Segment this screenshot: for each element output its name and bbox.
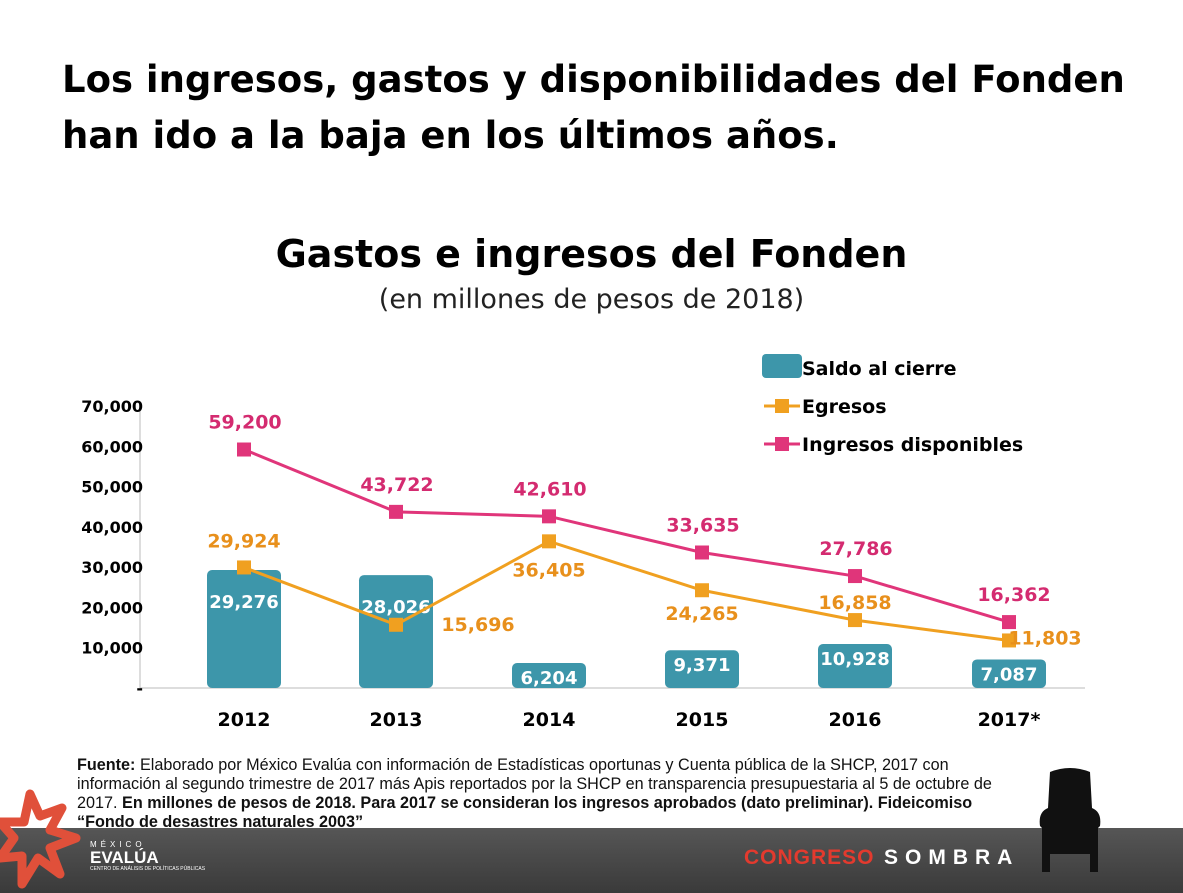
bar-label: 9,371: [674, 655, 731, 676]
ingresos-label: 43,722: [360, 474, 433, 496]
bar: [207, 570, 281, 688]
bar-label: 10,928: [820, 649, 889, 670]
egresos-label: 16,858: [818, 592, 891, 614]
egresos-point: [237, 560, 251, 575]
bar: [972, 659, 1046, 688]
egresos-label: 36,405: [512, 559, 585, 581]
source-bold-text: En millones de pesos de 2018. Para 2017 …: [77, 794, 973, 831]
brand-congreso: CONGRESO: [744, 846, 875, 869]
ingresos-line: [243, 448, 1010, 624]
footer-bar: [0, 828, 1183, 893]
y-tick-label: 40,000: [81, 518, 143, 537]
egresos-label: 24,265: [665, 603, 738, 625]
x-tick-label: 2012: [218, 709, 271, 731]
source-label: Fuente:: [77, 756, 136, 774]
y-tick-label: 20,000: [81, 598, 143, 617]
bar: [512, 663, 586, 688]
ingresos-label: 33,635: [666, 514, 739, 536]
legend-marker-egresos: [775, 399, 789, 413]
egresos-label: 11,803: [1008, 627, 1081, 649]
logo-line1: MÉXICO: [90, 840, 146, 849]
egresos-label: 15,696: [441, 614, 514, 636]
ingresos-point: [848, 569, 862, 584]
bar-label: 6,204: [521, 668, 578, 689]
ingresos-point: [695, 545, 709, 560]
legend-label-saldo: Saldo al cierre: [802, 358, 957, 380]
logo-line3: CENTRO DE ANÁLISIS DE POLÍTICAS PÚBLICAS: [90, 866, 206, 872]
egresos-point: [848, 613, 862, 628]
logo-text: MÉXICO EVALÚA CENTRO DE ANÁLISIS DE POLÍ…: [90, 840, 205, 872]
ingresos-point: [237, 442, 251, 457]
ingresos-label: 42,610: [513, 478, 586, 500]
bar: [818, 643, 892, 688]
y-tick-label: 50,000: [81, 478, 143, 497]
egresos-line: [243, 539, 1010, 642]
bar-label: 28,026: [361, 597, 430, 618]
y-tick-label: -: [136, 679, 143, 698]
x-tick-label: 2014: [523, 709, 576, 731]
egresos-point: [1002, 633, 1016, 648]
legend-marker-ingresos: [775, 437, 789, 451]
ingresos-point: [542, 509, 556, 524]
bar: [665, 650, 739, 688]
source-text: Elaborado por México Evalúa con informac…: [77, 756, 992, 812]
brand-sombra: SOMBRA: [884, 846, 1020, 869]
x-tick-label: 2013: [370, 709, 423, 731]
legend-label-ingresos: Ingresos disponibles: [802, 434, 1023, 456]
bar-label: 7,087: [981, 664, 1038, 685]
ingresos-point: [1002, 615, 1016, 630]
ingresos-point: [389, 504, 403, 519]
x-tick-label: 2015: [676, 709, 729, 731]
chart-subtitle: (en millones de pesos de 2018): [378, 284, 805, 315]
chart-title: Gastos e ingresos del Fonden: [275, 232, 908, 276]
ingresos-label: 16,362: [977, 584, 1050, 606]
egresos-point: [542, 534, 556, 549]
legend-label-egresos: Egresos: [802, 396, 887, 418]
slide-title: Los ingresos, gastos y disponibilidades …: [62, 58, 1125, 157]
y-tick-label: 70,000: [81, 397, 143, 416]
ingresos-label: 27,786: [819, 538, 892, 560]
egresos-label: 29,924: [207, 530, 280, 552]
egresos-point: [695, 583, 709, 598]
mexico-evalua-logo-icon: [0, 789, 81, 889]
x-tick-label: 2017*: [978, 709, 1041, 731]
egresos-point: [389, 617, 403, 632]
source-note: Fuente: Elaborado por México Evalúa con …: [77, 756, 1007, 832]
chair-icon: [1039, 768, 1101, 872]
logo-line2: EVALÚA: [90, 848, 159, 867]
bar-label: 29,276: [209, 592, 278, 613]
y-tick-label: 30,000: [81, 558, 143, 577]
chart: - 10,000 20,000 30,000 40,000 50,000 60,000 70,…: [81, 354, 1085, 731]
legend-swatch-saldo: [762, 354, 802, 378]
x-tick-label: 2016: [829, 709, 882, 731]
y-tick-label: 60,000: [81, 437, 143, 456]
ingresos-label: 59,200: [208, 412, 281, 434]
y-tick-label: 10,000: [81, 639, 143, 658]
